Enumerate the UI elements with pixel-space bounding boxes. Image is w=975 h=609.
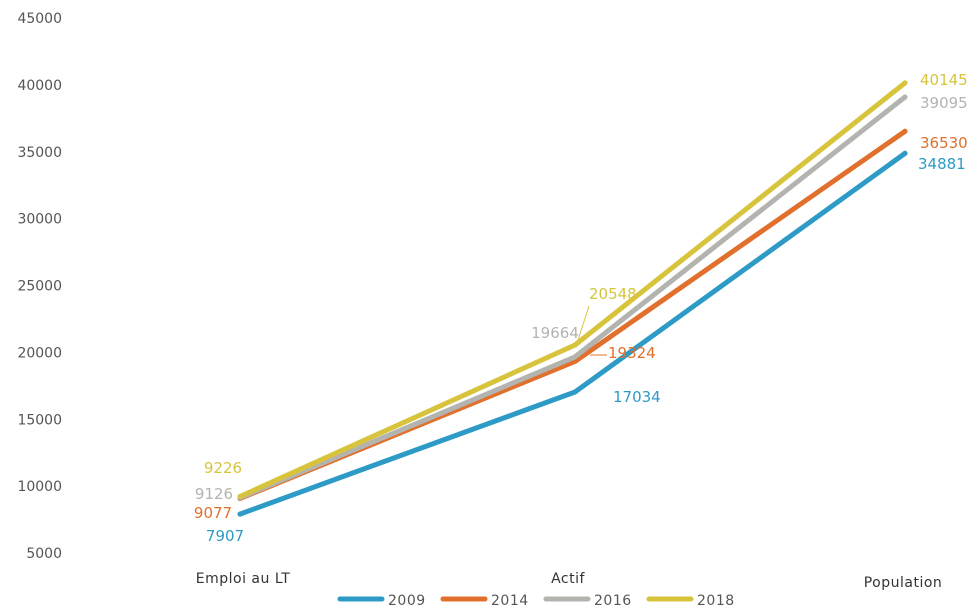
data-point [902,150,908,156]
y-tick-label: 5000 [26,546,62,562]
data-point [572,354,578,360]
data-label: 17034 [613,388,661,406]
data-label: 9126 [195,485,233,503]
data-label: 40145 [920,71,968,89]
data-point [902,128,908,134]
legend-label: 2016 [594,593,632,609]
data-point [572,342,578,348]
data-label: 36530 [920,134,968,152]
series-line-2018 [237,80,908,499]
legend-label: 2009 [388,593,426,609]
data-point [902,80,908,86]
y-tick-label: 15000 [17,412,62,428]
y-axis: 5000 10000 15000 20000 25000 30000 35000 40000 4… [17,11,62,562]
x-category-label: Emploi au LT [196,571,291,587]
data-point [902,94,908,100]
legend-label: 2014 [491,593,529,609]
data-label: 19664 [531,324,579,342]
y-tick-label: 25000 [17,279,62,295]
data-label: 19324 [608,344,656,362]
legend: 2009 2014 2016 2018 [337,593,735,609]
y-tick-label: 40000 [17,78,62,94]
data-point [237,494,243,499]
x-category-label: Population [864,575,943,591]
legend-label: 2018 [697,593,735,609]
data-point [572,389,578,395]
series-line-2014 [237,128,908,501]
data-point [572,358,578,364]
y-tick-label: 35000 [17,145,62,161]
data-labels: 7907 17034 34881 9077 19324 36530 9126 19664 390… [194,71,968,545]
data-point [237,511,243,517]
y-tick-label: 45000 [17,11,62,27]
y-tick-label: 30000 [17,212,62,228]
y-tick-label: 20000 [17,345,62,361]
data-label: 39095 [920,94,968,112]
series-lines [237,80,908,517]
data-label: 20548 [589,285,637,303]
data-label: 9077 [194,504,232,522]
x-axis: Emploi au LT Actif Population [196,571,943,591]
data-label: 7907 [206,527,244,545]
data-label: 9226 [204,459,242,477]
x-category-label: Actif [551,571,585,587]
y-tick-label: 10000 [17,479,62,495]
series-line-2016 [237,94,908,501]
data-label: 34881 [918,155,966,173]
